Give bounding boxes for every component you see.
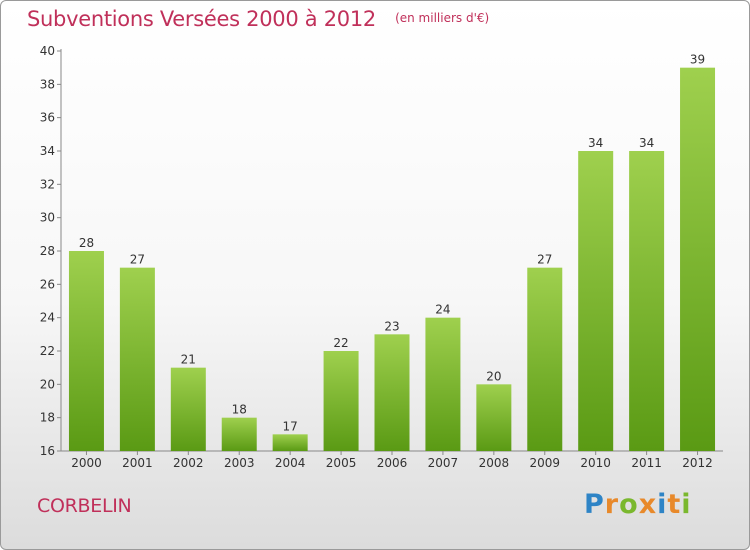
value-label-2008: 20 [486, 369, 501, 383]
value-label-2000: 28 [79, 236, 94, 250]
bar-2005 [323, 351, 359, 451]
x-tick-label: 2001 [122, 456, 153, 470]
value-label-2003: 18 [232, 403, 247, 417]
x-tick-label: 2008 [479, 456, 510, 470]
y-tick-label: 36 [40, 111, 55, 125]
x-tick-label: 2003 [224, 456, 255, 470]
bar-2011 [629, 151, 665, 451]
y-tick-label: 40 [40, 44, 55, 58]
bar-2002 [170, 367, 206, 451]
value-label-2011: 34 [639, 136, 654, 150]
value-label-2009: 27 [537, 253, 552, 267]
proxiti-logo: Proxiti [584, 489, 692, 520]
y-tick-label: 28 [40, 244, 55, 258]
value-label-2002: 21 [181, 353, 196, 367]
bar-2008 [476, 384, 512, 451]
value-label-2005: 22 [333, 336, 348, 350]
value-label-2007: 24 [435, 303, 450, 317]
x-tick-label: 2006 [377, 456, 408, 470]
logo-letter: r [604, 489, 620, 520]
title-row: Subventions Versées 2000 à 2012 (en mill… [27, 7, 489, 31]
x-tick-label: 2002 [173, 456, 204, 470]
x-tick-label: 2004 [275, 456, 306, 470]
x-tick-label: 2007 [428, 456, 459, 470]
logo-letter: P [584, 489, 605, 520]
x-tick-label: 2011 [631, 456, 662, 470]
bar-2000 [68, 251, 104, 451]
bar-2001 [119, 267, 155, 451]
value-label-2004: 17 [283, 419, 298, 433]
chart-subtitle: (en milliers d'€) [395, 11, 490, 25]
bar-2007 [425, 317, 461, 451]
x-tick-label: 2005 [326, 456, 357, 470]
y-tick-label: 18 [40, 411, 55, 425]
commune-name: CORBELIN [37, 495, 132, 517]
y-tick-label: 34 [40, 144, 55, 158]
bar-2010 [578, 151, 614, 451]
y-tick-label: 20 [40, 377, 55, 391]
y-tick-label: 30 [40, 211, 55, 225]
bar-2004 [272, 434, 308, 451]
chart-title: Subventions Versées 2000 à 2012 [27, 7, 376, 31]
y-tick-label: 16 [40, 444, 55, 458]
x-tick-label: 2000 [71, 456, 102, 470]
y-tick-label: 38 [40, 77, 55, 91]
value-label-2012: 39 [690, 53, 705, 67]
value-label-2006: 23 [384, 319, 399, 333]
value-label-2010: 34 [588, 136, 603, 150]
x-tick-label: 2012 [682, 456, 713, 470]
bar-2012 [680, 67, 716, 452]
y-tick-label: 24 [40, 311, 55, 325]
value-label-2001: 27 [130, 253, 145, 267]
x-tick-label: 2009 [529, 456, 560, 470]
bar-2009 [527, 267, 563, 451]
y-tick-label: 22 [40, 344, 55, 358]
y-tick-label: 32 [40, 177, 55, 191]
logo-letter: x [638, 489, 658, 520]
y-tick-label: 26 [40, 277, 55, 291]
bar-2006 [374, 334, 410, 451]
x-tick-label: 2010 [580, 456, 611, 470]
bar-2003 [221, 417, 257, 451]
logo-letter: t [667, 489, 682, 520]
logo-letter: i [657, 489, 668, 520]
logo-letter: i [681, 489, 692, 520]
logo-letter: o [619, 489, 639, 520]
